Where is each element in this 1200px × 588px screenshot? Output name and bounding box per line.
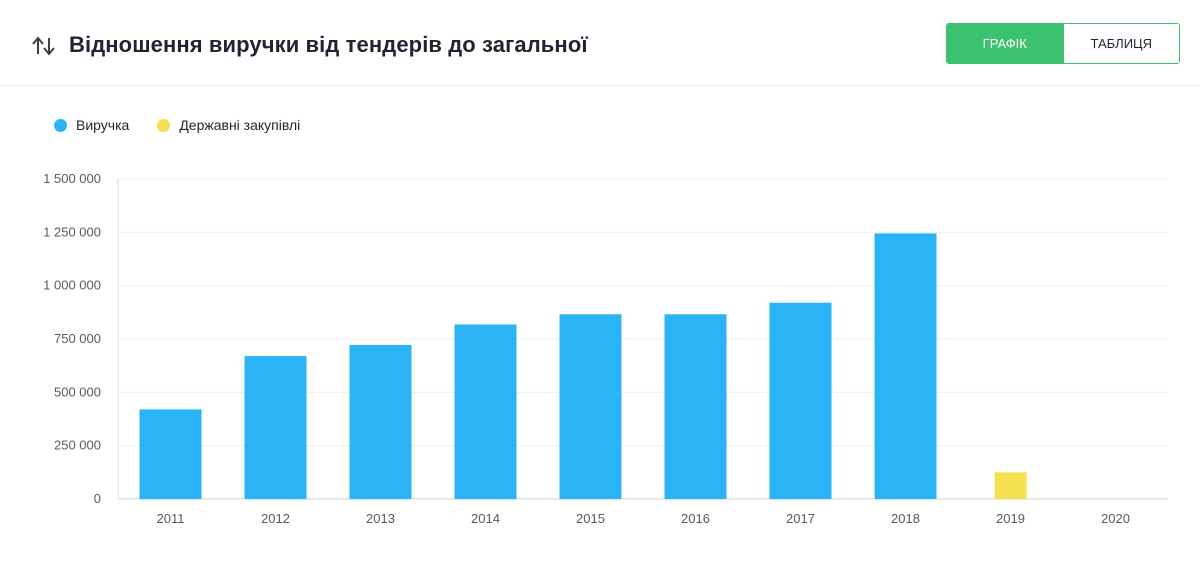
legend-label-procurement: Державні закупівлі <box>179 117 301 133</box>
y-tick-label: 0 <box>94 491 101 506</box>
y-tick-label: 1 000 000 <box>43 278 101 293</box>
view-toggle: ГРАФІК ТАБЛИЦЯ <box>946 23 1180 64</box>
bar-2018 <box>874 233 937 499</box>
y-tick-label: 1 500 000 <box>43 171 101 186</box>
bar-2013 <box>349 344 412 499</box>
bar-2011 <box>139 409 202 499</box>
x-tick-label: 2013 <box>366 511 395 526</box>
chart-header: Відношення виручки від тендерів до загал… <box>0 0 1200 86</box>
x-tick-label: 2016 <box>681 511 710 526</box>
x-tick-label: 2015 <box>576 511 605 526</box>
y-tick-label: 250 000 <box>54 438 101 453</box>
bar-2015 <box>559 314 622 499</box>
bar-2012 <box>244 356 307 499</box>
bar-2014 <box>454 324 517 499</box>
legend-item-procurement[interactable]: Державні закупівлі <box>157 117 300 133</box>
legend-dot-procurement <box>157 118 171 132</box>
x-tick-label: 2020 <box>1101 511 1130 526</box>
bar-2019 <box>994 472 1027 499</box>
x-tick-label: 2014 <box>471 511 500 526</box>
tab-chart[interactable]: ГРАФІК <box>947 24 1063 63</box>
y-tick-label: 750 000 <box>54 331 101 346</box>
y-tick-label: 500 000 <box>54 384 101 399</box>
legend-label-revenue: Виручка <box>76 117 130 133</box>
legend-dot-revenue <box>54 118 67 132</box>
x-tick-label: 2018 <box>891 511 920 526</box>
sort-arrows-icon <box>32 36 55 56</box>
page-title: Відношення виручки від тендерів до загал… <box>69 32 588 57</box>
legend-item-revenue[interactable]: Виручка <box>54 117 129 133</box>
bar-2017 <box>769 302 832 499</box>
y-tick-label: 1 250 000 <box>43 224 101 239</box>
x-tick-label: 2012 <box>261 511 290 526</box>
x-tick-label: 2011 <box>157 511 185 526</box>
x-tick-label: 2017 <box>786 511 815 526</box>
x-tick-label: 2019 <box>996 511 1025 526</box>
tab-table[interactable]: ТАБЛИЦЯ <box>1062 24 1179 63</box>
chart-legend: Виручка Державні закупівлі <box>54 117 300 133</box>
bar-2016 <box>664 314 727 499</box>
